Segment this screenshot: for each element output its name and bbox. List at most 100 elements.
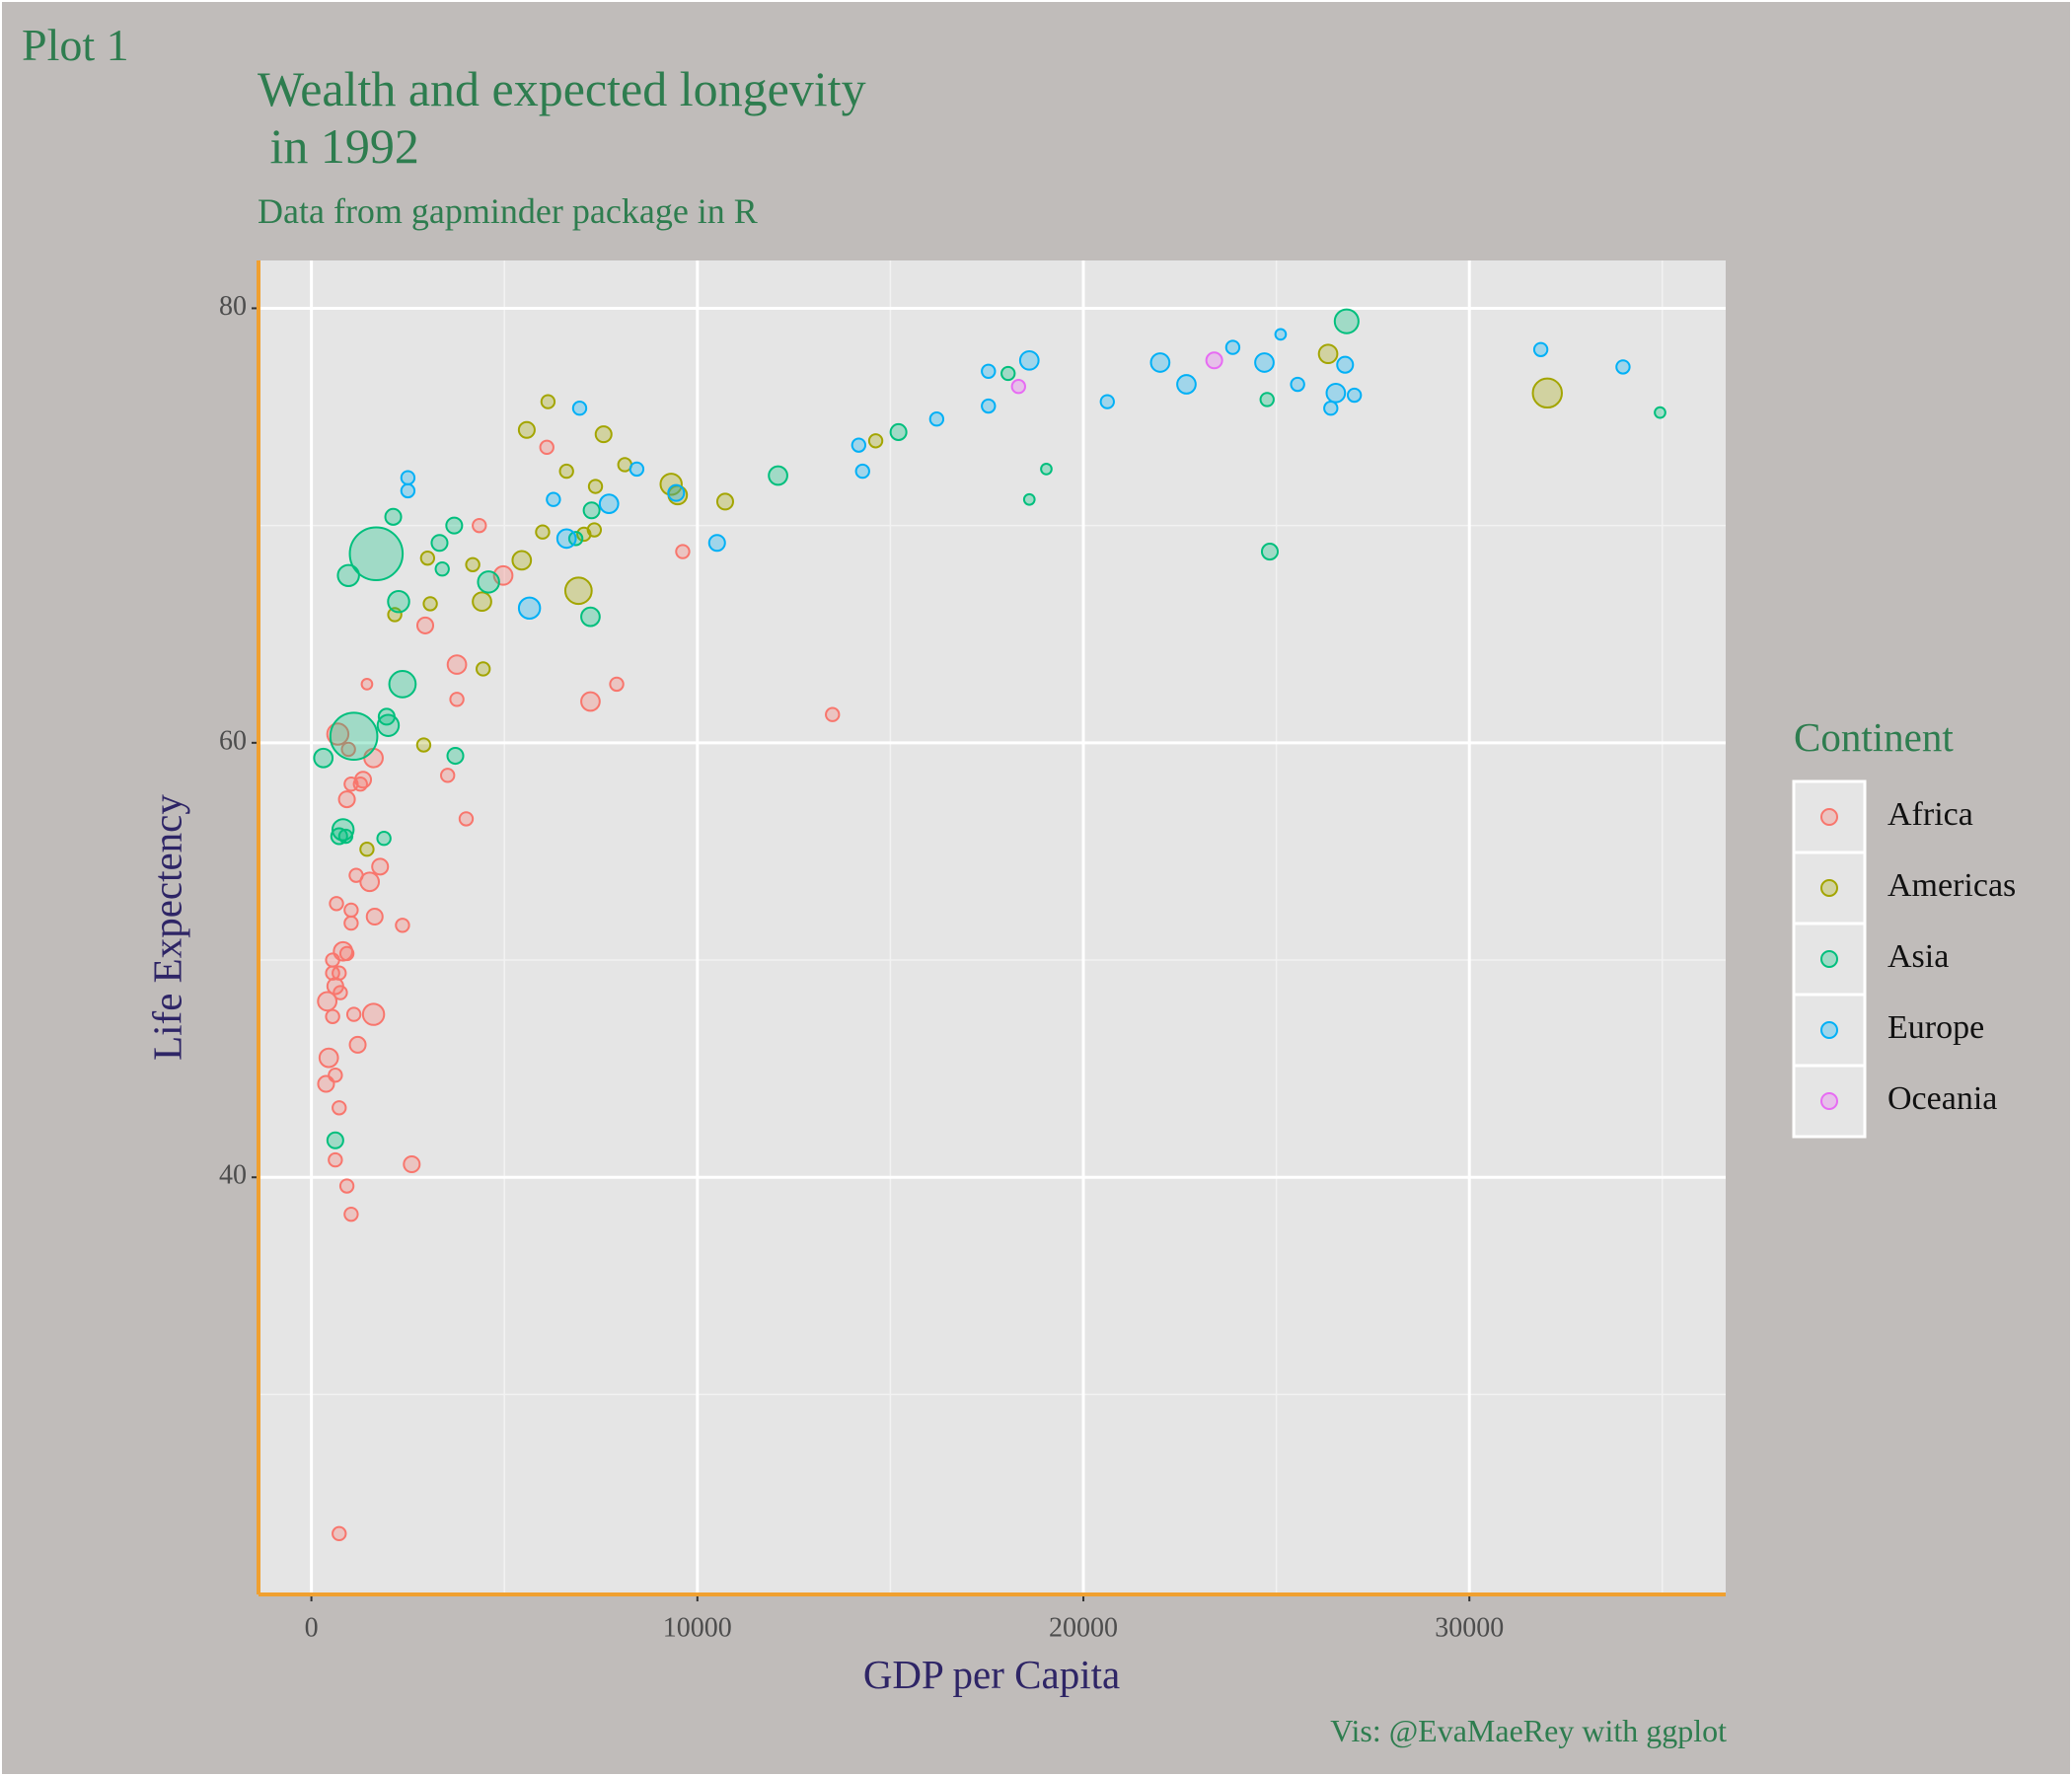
data-point	[854, 463, 870, 480]
data-point	[384, 507, 403, 526]
data-point	[1176, 374, 1197, 395]
data-point	[889, 422, 908, 441]
data-point	[476, 661, 491, 677]
data-point	[415, 616, 435, 634]
x-tick-label: 10000	[663, 1612, 732, 1643]
data-point	[558, 463, 574, 480]
data-point	[430, 534, 449, 553]
legend-marker	[1820, 879, 1838, 897]
data-point	[576, 526, 592, 543]
data-point	[1274, 328, 1288, 341]
data-point	[1336, 355, 1355, 374]
data-point	[981, 398, 997, 414]
data-point	[587, 479, 604, 494]
legend-title: Continent	[1794, 714, 1954, 760]
data-point	[400, 470, 416, 485]
y-tick-label: 60	[219, 725, 247, 756]
data-point	[517, 596, 542, 621]
data-point	[338, 945, 355, 962]
data-point	[422, 596, 438, 612]
data-point	[365, 907, 384, 926]
data-point	[580, 606, 601, 628]
data-point	[707, 534, 726, 553]
data-point	[343, 902, 359, 919]
data-point	[539, 439, 555, 456]
data-point	[659, 473, 683, 496]
data-point	[1099, 394, 1115, 409]
data-point	[313, 747, 334, 769]
x-tick-label: 20000	[1049, 1612, 1118, 1643]
data-point	[598, 493, 620, 514]
legend-key	[1792, 779, 1867, 854]
data-point	[376, 713, 401, 737]
legend-marker	[1820, 950, 1838, 968]
data-point	[395, 918, 410, 933]
data-point	[317, 1074, 335, 1093]
y-tick-label: 80	[219, 291, 247, 322]
data-point	[325, 952, 340, 968]
data-point	[343, 776, 359, 792]
data-point	[1325, 382, 1347, 404]
chart-title: Wealth and expected longevity in 1992	[258, 61, 866, 174]
data-point	[340, 741, 356, 758]
data-point	[326, 1131, 344, 1149]
data-point	[571, 401, 588, 416]
data-point	[458, 811, 475, 827]
data-point	[337, 790, 356, 809]
data-point	[1346, 387, 1363, 404]
data-point	[928, 411, 945, 427]
y-axis-title: Life Expectency	[144, 794, 190, 1061]
data-point	[348, 1035, 367, 1054]
data-point	[1532, 341, 1549, 357]
data-point	[1531, 377, 1563, 409]
data-point	[348, 867, 364, 883]
data-point	[445, 516, 464, 535]
data-point	[511, 550, 533, 571]
data-point	[472, 517, 487, 534]
data-point	[359, 871, 381, 893]
data-point	[376, 831, 392, 847]
data-point	[594, 425, 613, 444]
data-point	[343, 915, 359, 931]
data-point	[667, 483, 686, 502]
legend-marker	[1820, 808, 1838, 826]
data-point	[359, 842, 375, 857]
data-point	[337, 828, 354, 845]
data-point	[867, 433, 884, 449]
data-point	[1290, 376, 1305, 393]
data-point	[329, 896, 344, 912]
data-point	[1010, 379, 1026, 395]
data-point	[403, 1154, 421, 1174]
legend-label: Oceania	[1887, 1080, 1997, 1117]
data-point	[440, 768, 456, 783]
legend-label: Americas	[1887, 867, 2016, 904]
data-point	[1615, 359, 1631, 375]
data-point	[348, 526, 405, 582]
data-point	[1149, 352, 1171, 373]
data-point	[825, 706, 841, 722]
data-point	[329, 711, 379, 762]
data-point	[1260, 543, 1279, 561]
data-point	[1254, 352, 1275, 373]
data-point	[768, 465, 788, 486]
data-point	[388, 670, 417, 699]
data-point	[332, 1525, 347, 1542]
data-point	[715, 492, 734, 511]
data-point	[361, 1002, 386, 1026]
data-point	[338, 1178, 355, 1194]
data-point	[325, 1008, 340, 1024]
data-point	[517, 420, 536, 439]
data-point	[981, 363, 997, 379]
data-point	[546, 491, 561, 507]
legend-label: Asia	[1887, 938, 1949, 975]
legend-marker	[1820, 1092, 1838, 1110]
data-point	[419, 550, 436, 566]
data-point	[446, 747, 465, 766]
data-point	[1323, 401, 1339, 416]
legend-label: Europe	[1887, 1009, 1984, 1046]
data-point	[371, 857, 390, 876]
data-point	[336, 563, 360, 588]
x-axis-title: GDP per Capita	[862, 1652, 1121, 1697]
data-point	[477, 570, 500, 594]
data-point	[415, 737, 432, 753]
